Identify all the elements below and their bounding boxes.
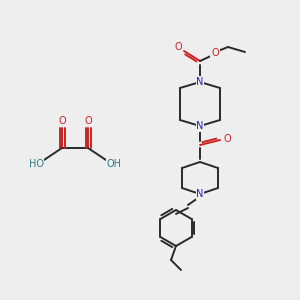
Text: N: N — [196, 189, 204, 199]
Text: N: N — [196, 77, 204, 87]
Text: HO: HO — [28, 159, 44, 169]
Text: O: O — [223, 134, 231, 144]
Text: OH: OH — [106, 159, 122, 169]
Text: O: O — [211, 48, 219, 58]
Text: N: N — [196, 121, 204, 131]
Text: O: O — [84, 116, 92, 126]
Text: O: O — [174, 42, 182, 52]
Text: O: O — [58, 116, 66, 126]
